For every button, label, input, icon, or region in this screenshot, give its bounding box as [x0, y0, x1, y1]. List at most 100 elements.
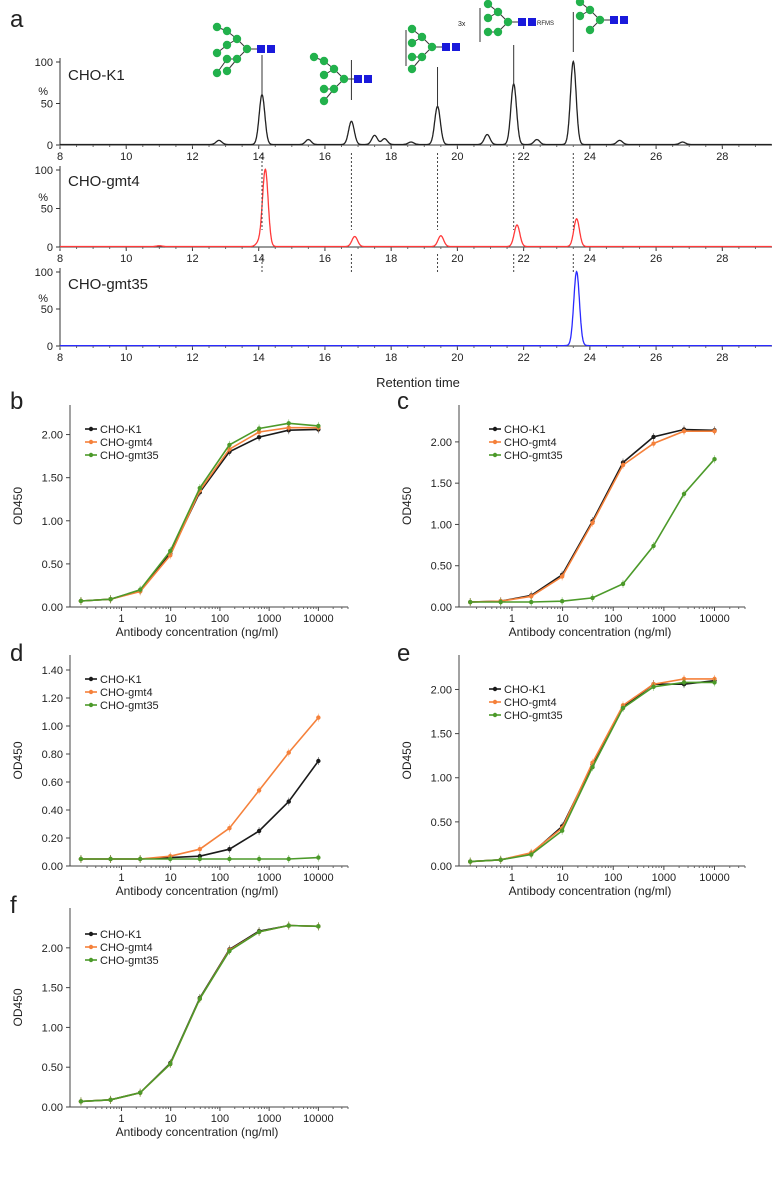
panel-c-legend-marker: [492, 439, 498, 445]
mannose-circle-icon: [493, 27, 503, 37]
mannose-circle-icon: [212, 48, 222, 58]
mannose-circle-icon: [417, 32, 427, 42]
glycan-structure-3: [407, 24, 460, 74]
chrom-x-tick-label: 18: [385, 352, 397, 364]
panel-c-x-tick-label: 1000: [652, 613, 676, 625]
mannose-circle-icon: [242, 44, 252, 54]
panel-f-legend-marker: [88, 957, 94, 963]
panel-e-legend-label: CHO-gmt35: [504, 710, 563, 722]
panel-c-legend-label: CHO-K1: [504, 424, 546, 436]
panel-c-x-tick-label: 10: [556, 613, 568, 625]
glcnac-square-icon: [518, 18, 526, 26]
panel-c-x-tick-label: 100: [604, 613, 622, 625]
panel-d-legend-marker: [88, 702, 94, 708]
mannose-circle-icon: [483, 13, 493, 23]
chrom-x-tick-label: 24: [584, 352, 596, 364]
panel-d-legend-marker: [88, 689, 94, 695]
chrom-x-tick-label: 14: [253, 352, 265, 364]
chrom-x-tick-label: 8: [57, 151, 63, 163]
chrom-y-tick-label: 50: [41, 304, 53, 316]
chrom-y-unit: %: [38, 293, 48, 305]
chrom-x-tick-label: 28: [716, 253, 728, 265]
mannose-circle-icon: [319, 84, 329, 94]
chrom-y-tick-label: 100: [35, 165, 53, 177]
panel-f-x-axis-label: Antibody concentration (ng/ml): [116, 1125, 279, 1139]
panel-f-legend-label: CHO-gmt35: [100, 955, 159, 967]
panel-c-x-axis-label: Antibody concentration (ng/ml): [509, 625, 672, 639]
panel-f-legend-label: CHO-K1: [100, 929, 142, 941]
mannose-circle-icon: [427, 42, 437, 52]
chrom-x-tick-label: 26: [650, 253, 662, 265]
panel-f-legend-marker: [88, 931, 94, 937]
mannose-circle-icon: [319, 96, 329, 106]
panel-c-y-tick-label: 1.50: [431, 478, 452, 490]
panel-e-x-tick-label: 1: [509, 872, 515, 884]
chrom-x-tick-label: 22: [518, 352, 530, 364]
panel-b-legend-label: CHO-gmt35: [100, 450, 159, 462]
chrom-x-tick-label: 16: [319, 253, 331, 265]
chrom-x-tick-label: 14: [253, 253, 265, 265]
mannose-circle-icon: [483, 27, 493, 37]
panel-b-legend-marker: [88, 452, 94, 458]
chrom-trace-label: CHO-gmt35: [68, 276, 148, 293]
mannose-circle-icon: [407, 64, 417, 74]
chrom-x-tick-label: 24: [584, 253, 596, 265]
panel-c-y-tick-label: 2.00: [431, 437, 452, 449]
mannose-circle-icon: [493, 7, 503, 17]
chrom-y-tick-label: 50: [41, 99, 53, 111]
glycan-structure-2: [309, 52, 372, 106]
panel-f-x-tick-label: 100: [211, 1113, 229, 1125]
mannose-circle-icon: [575, 11, 585, 21]
glycan-label-end: RFMS: [537, 21, 554, 27]
panel-d-y-tick-label: 1.20: [42, 693, 63, 705]
panel-d-y-tick-label: 1.00: [42, 721, 63, 733]
panel-e-y-tick-label: 1.00: [431, 773, 452, 785]
panel-c-y-tick-label: 0.50: [431, 561, 452, 573]
chrom-y-tick-label: 50: [41, 204, 53, 216]
panel-e-y-axis-label: OD450: [400, 741, 414, 779]
chrom-x-axis-label: Retention time: [376, 375, 460, 390]
panel-d-legend-label: CHO-K1: [100, 674, 142, 686]
panel-d-series-line: [80, 760, 320, 860]
panel-label-a: a: [10, 6, 24, 33]
panel-e-x-tick-label: 10000: [699, 872, 730, 884]
mannose-circle-icon: [222, 26, 232, 36]
panel-d-y-tick-label: 0.00: [42, 861, 63, 873]
panel-d-x-axis-label: Antibody concentration (ng/ml): [116, 884, 279, 898]
panel-e-y-tick-label: 0.50: [431, 817, 452, 829]
panel-c-legend-label: CHO-gmt35: [504, 450, 563, 462]
panel-e-x-tick-label: 1000: [652, 872, 676, 884]
chrom-x-tick-label: 8: [57, 352, 63, 364]
panel-f-y-tick-label: 0.50: [42, 1062, 63, 1074]
panel-e-legend-marker: [492, 699, 498, 705]
panel-d-series-line: [80, 717, 320, 860]
chrom-x-tick-label: 8: [57, 253, 63, 265]
chrom-x-tick-label: 28: [716, 352, 728, 364]
panel-e-y-tick-label: 1.50: [431, 729, 452, 741]
glcnac-square-icon: [364, 75, 372, 83]
panel-c-x-tick-label: 10000: [699, 613, 730, 625]
panel-label-e: e: [397, 640, 411, 667]
glycan-structure-1: [212, 22, 275, 78]
panel-f-legend-marker: [88, 944, 94, 950]
chrom-x-tick-label: 18: [385, 253, 397, 265]
panel-d-y-tick-label: 1.40: [42, 665, 63, 677]
chrom-x-tick-label: 10: [120, 253, 132, 265]
chrom-x-tick-label: 14: [253, 151, 265, 163]
mannose-circle-icon: [339, 74, 349, 84]
chrom-x-tick-label: 26: [650, 151, 662, 163]
panel-b-y-tick-label: 0.50: [42, 559, 63, 571]
chrom-y-tick-label: 0: [47, 242, 53, 254]
mannose-circle-icon: [329, 64, 339, 74]
panel-f-y-tick-label: 1.00: [42, 1022, 63, 1034]
chrom-x-tick-label: 10: [120, 352, 132, 364]
chrom-trace-label: CHO-K1: [68, 67, 125, 84]
panel-c-legend-marker: [492, 452, 498, 458]
chrom-x-tick-label: 24: [584, 151, 596, 163]
panel-f-y-tick-label: 1.50: [42, 983, 63, 995]
panel-e-legend-label: CHO-gmt4: [504, 697, 557, 709]
panel-label-c: c: [397, 388, 409, 415]
panel-c-legend-label: CHO-gmt4: [504, 437, 557, 449]
panel-f-x-tick-label: 1: [118, 1113, 124, 1125]
